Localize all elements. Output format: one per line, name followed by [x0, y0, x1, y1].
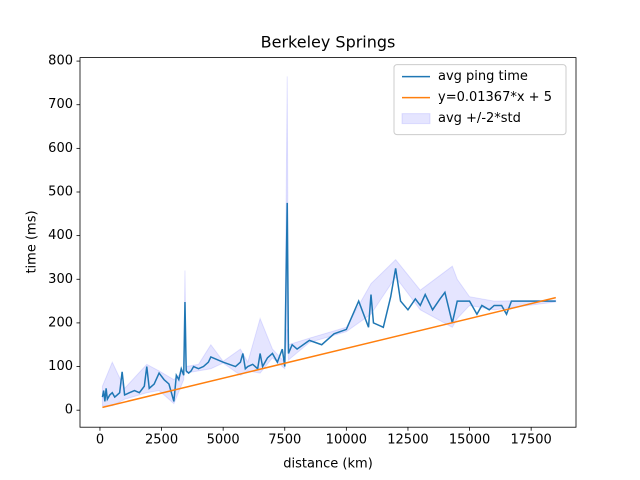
y-tick-label: 600: [48, 141, 73, 156]
x-tick-label: 17500: [510, 433, 551, 448]
x-tick-label: 7500: [268, 433, 301, 448]
y-tick-label: 500: [48, 185, 73, 200]
x-tick-label: 10000: [326, 433, 367, 448]
y-tick-label: 400: [48, 228, 73, 243]
line: [101, 202, 556, 402]
y-tick-label: 800: [48, 54, 73, 69]
legend-label: avg +/-2*std: [438, 111, 521, 126]
x-tick-label: 15000: [449, 433, 490, 448]
legend-label: avg ping time: [438, 69, 528, 84]
y-tick-label: 0: [65, 403, 73, 418]
line: [102, 296, 556, 409]
y-tick-label: 300: [48, 272, 73, 287]
x-tick-label: 2500: [145, 433, 178, 448]
x-axis-label: distance (km): [283, 457, 373, 472]
y-tick-label: 700: [48, 97, 73, 112]
y-tick-label: 200: [48, 315, 73, 330]
legend-label: y=0.01367*x + 5: [438, 90, 552, 105]
x-tick-label: 12500: [387, 433, 428, 448]
y-tick-label: 100: [48, 359, 73, 374]
legend-swatch: [401, 113, 431, 125]
legend-box: [393, 64, 567, 136]
x-tick-label: 0: [96, 433, 104, 448]
y-axis-label: time (ms): [25, 210, 40, 273]
chart-title: Berkeley Springs: [261, 33, 396, 52]
x-tick-label: 5000: [207, 433, 240, 448]
plot-frame: [79, 57, 577, 428]
